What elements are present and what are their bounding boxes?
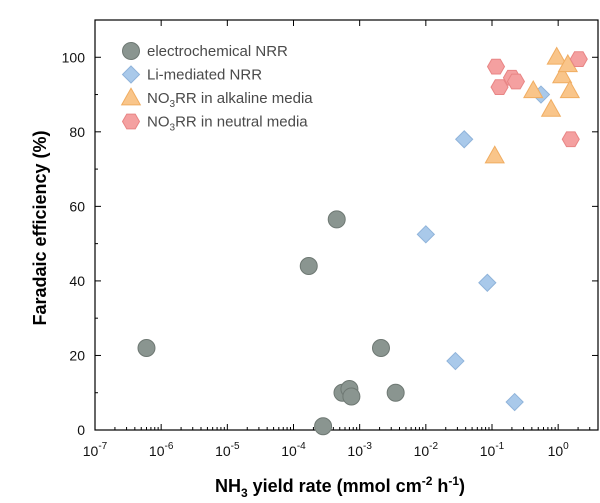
x-tick-label: 10-1 — [480, 441, 505, 459]
x-tick-label: 10-3 — [347, 441, 372, 459]
x-axis-title: NH3 yield rate (mmol cm-2 h-1) — [215, 474, 465, 500]
series-2-point — [478, 273, 497, 292]
legend-marker-2 — [121, 65, 141, 84]
x-tick-label: 10-5 — [215, 441, 240, 459]
series-1-point — [371, 339, 390, 357]
series-1-point — [299, 257, 318, 275]
y-tick-label: 60 — [69, 198, 85, 214]
series-2-point — [454, 130, 474, 149]
y-axis-title: Faradaic efficiency (%) — [30, 130, 50, 325]
series-3-point — [551, 65, 573, 84]
series-1-point — [137, 339, 156, 357]
series-1-point — [342, 387, 361, 406]
legend-marker-4 — [121, 113, 141, 130]
series-3-point — [540, 98, 562, 117]
legend-label-2: Li-mediated NRR — [147, 67, 262, 84]
series-1-point — [386, 383, 405, 402]
y-tick-label: 40 — [69, 273, 85, 289]
series-1-point — [314, 417, 333, 436]
series-2-point — [416, 225, 436, 244]
series-2-point — [505, 392, 524, 412]
series-2-point — [446, 351, 465, 371]
x-tick-label: 10-7 — [83, 441, 108, 459]
series-3-point — [523, 80, 544, 99]
series-4-point — [506, 73, 526, 90]
legend-label-3: NO3RR in alkaline media — [147, 90, 313, 110]
series-4-point — [486, 58, 506, 75]
series-1-point — [327, 210, 346, 229]
x-tick-label: 10-2 — [414, 441, 439, 459]
series-4-point — [561, 131, 580, 148]
legend-label-4: NO3RR in neutral media — [147, 114, 308, 134]
plot-border — [94, 19, 599, 431]
series-4-point — [490, 79, 509, 95]
series-3-point — [546, 46, 567, 65]
plot-frame — [94, 19, 599, 431]
y-tick-label: 100 — [62, 49, 86, 65]
y-tick-label: 80 — [69, 124, 85, 140]
x-tick-label: 10-6 — [149, 441, 174, 459]
legend-marker-1 — [122, 42, 140, 60]
legend: electrochemical NRR Li-mediated NRR NO3RR … — [120, 42, 313, 134]
data-points — [137, 46, 588, 436]
y-axis-ticks: 0 20 40 60 80 100 — [62, 49, 598, 438]
legend-label-1: electrochemical NRR — [147, 43, 288, 60]
legend-marker-3 — [120, 87, 142, 106]
y-tick-label: 20 — [69, 347, 85, 363]
x-tick-label: 100 — [548, 441, 570, 459]
series-3-point — [484, 145, 505, 164]
y-tick-label: 0 — [77, 422, 85, 438]
series-4-point — [569, 51, 588, 67]
x-tick-label: 10-4 — [281, 441, 306, 459]
series-3-point — [559, 80, 581, 99]
x-axis-ticks: 10-7 10-6 10-5 10-4 10-3 10-2 10-1 100 — [83, 20, 599, 459]
